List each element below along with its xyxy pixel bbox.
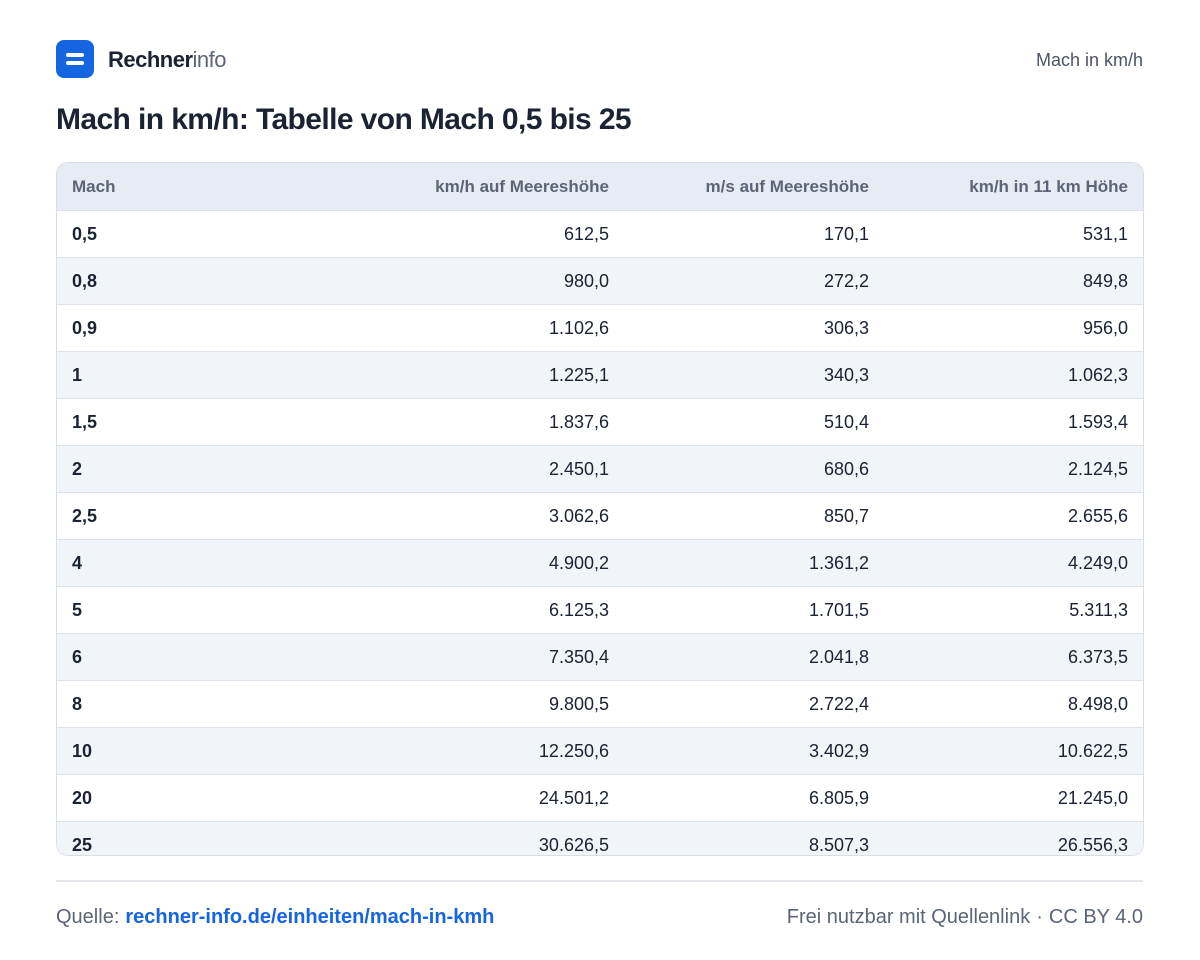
table-header-row: Mach km/h auf Meereshöhe m/s auf Meeresh…	[57, 163, 1143, 211]
cell-ms-sea-level: 850,7	[624, 492, 884, 540]
brand-name-strong: Rechner	[108, 47, 193, 72]
cell-mach: 0,9	[57, 304, 315, 352]
cell-kmh-11km: 5.311,3	[884, 586, 1143, 634]
cell-kmh-11km: 10.622,5	[884, 727, 1143, 775]
column-header-ms-sea-level: m/s auf Meereshöhe	[624, 163, 884, 211]
cell-ms-sea-level: 6.805,9	[624, 774, 884, 822]
table-row: 1 1.225,1 340,3 1.062,3	[57, 351, 1143, 399]
cell-kmh-11km: 4.249,0	[884, 539, 1143, 587]
cell-kmh-sea-level: 7.350,4	[315, 633, 624, 681]
source-line: Quelle: rechner-info.de/einheiten/mach-in…	[56, 906, 494, 929]
cell-mach: 6	[57, 633, 315, 681]
cell-ms-sea-level: 1.361,2	[624, 539, 884, 587]
logo-icon[interactable]	[56, 40, 94, 78]
table-row: 0,8 980,0 272,2 849,8	[57, 257, 1143, 305]
column-header-mach: Mach	[57, 163, 315, 211]
cell-kmh-sea-level: 12.250,6	[315, 727, 624, 775]
usage-note: Frei nutzbar mit Quellenlink	[786, 906, 1031, 928]
page-title: Mach in km/h: Tabelle von Mach 0,5 bis 2…	[56, 103, 632, 136]
cell-ms-sea-level: 3.402,9	[624, 727, 884, 775]
cell-kmh-11km: 6.373,5	[884, 633, 1143, 681]
cell-ms-sea-level: 2.041,8	[624, 633, 884, 681]
cell-ms-sea-level: 1.701,5	[624, 586, 884, 634]
footer-divider	[56, 880, 1143, 882]
cell-mach: 2	[57, 445, 315, 493]
source-link[interactable]: rechner-info.de/einheiten/mach-in-kmh	[125, 906, 495, 928]
cell-ms-sea-level: 680,6	[624, 445, 884, 493]
table-row: 0,9 1.102,6 306,3 956,0	[57, 304, 1143, 352]
cell-mach: 1,5	[57, 398, 315, 446]
cell-kmh-sea-level: 2.450,1	[315, 445, 624, 493]
header-topic-label: Mach in km/h	[1035, 50, 1143, 70]
cell-mach: 0,5	[57, 210, 315, 258]
cell-kmh-sea-level: 1.837,6	[315, 398, 624, 446]
table-row: 10 12.250,6 3.402,9 10.622,5	[57, 727, 1143, 775]
cell-kmh-11km: 2.655,6	[884, 492, 1143, 540]
license-label: CC BY 4.0	[1048, 906, 1143, 928]
cell-mach: 5	[57, 586, 315, 634]
table-row: 2,5 3.062,6 850,7 2.655,6	[57, 492, 1143, 540]
source-label: Quelle:	[56, 906, 120, 928]
cell-mach: 2,5	[57, 492, 315, 540]
cell-mach: 8	[57, 680, 315, 728]
cell-kmh-sea-level: 980,0	[315, 257, 624, 305]
table-row: 5 6.125,3 1.701,5 5.311,3	[57, 586, 1143, 634]
cell-mach: 10	[57, 727, 315, 775]
cell-mach: 0,8	[57, 257, 315, 305]
cell-ms-sea-level: 170,1	[624, 210, 884, 258]
cell-kmh-sea-level: 4.900,2	[315, 539, 624, 587]
cell-ms-sea-level: 510,4	[624, 398, 884, 446]
cell-kmh-11km: 1.593,4	[884, 398, 1143, 446]
cell-mach: 4	[57, 539, 315, 587]
cell-ms-sea-level: 306,3	[624, 304, 884, 352]
cell-kmh-11km: 21.245,0	[884, 774, 1143, 822]
cell-ms-sea-level: 2.722,4	[624, 680, 884, 728]
table-row: 0,5 612,5 170,1 531,1	[57, 210, 1143, 258]
cell-kmh-11km: 849,8	[884, 257, 1143, 305]
column-header-kmh-sea-level: km/h auf Meereshöhe	[315, 163, 624, 211]
column-header-kmh-11km: km/h in 11 km Höhe	[884, 163, 1143, 211]
cell-mach: 20	[57, 774, 315, 822]
table-row: 6 7.350,4 2.041,8 6.373,5	[57, 633, 1143, 681]
cell-kmh-sea-level: 1.102,6	[315, 304, 624, 352]
cell-kmh-sea-level: 30.626,5	[315, 821, 624, 855]
cell-kmh-sea-level: 3.062,6	[315, 492, 624, 540]
license-line: Frei nutzbar mit Quellenlink · CC BY 4.0	[787, 906, 1143, 929]
cell-kmh-sea-level: 612,5	[315, 210, 624, 258]
site-header: Rechnerinfo Mach in km/h	[56, 40, 1143, 78]
table-row: 4 4.900,2 1.361,2 4.249,0	[57, 539, 1143, 587]
brand-name[interactable]: Rechnerinfo	[108, 47, 227, 73]
cell-ms-sea-level: 272,2	[624, 257, 884, 305]
cell-mach: 1	[57, 351, 315, 399]
cell-kmh-sea-level: 6.125,3	[315, 586, 624, 634]
cell-kmh-11km: 26.556,3	[884, 821, 1143, 855]
table-row: 25 30.626,5 8.507,3 26.556,3	[57, 821, 1143, 855]
table-row: 8 9.800,5 2.722,4 8.498,0	[57, 680, 1143, 728]
cell-kmh-11km: 1.062,3	[884, 351, 1143, 399]
cell-kmh-sea-level: 1.225,1	[315, 351, 624, 399]
cell-ms-sea-level: 8.507,3	[624, 821, 884, 855]
cell-kmh-11km: 531,1	[884, 210, 1143, 258]
table-row: 2 2.450,1 680,6 2.124,5	[57, 445, 1143, 493]
brand-name-light: info	[192, 47, 227, 72]
table-row: 1,5 1.837,6 510,4 1.593,4	[57, 398, 1143, 446]
conversion-table: Mach km/h auf Meereshöhe m/s auf Meeresh…	[56, 162, 1144, 856]
separator-dot: ·	[1036, 906, 1043, 928]
cell-kmh-11km: 956,0	[884, 304, 1143, 352]
cell-mach: 25	[57, 821, 315, 855]
cell-kmh-sea-level: 24.501,2	[315, 774, 624, 822]
cell-kmh-sea-level: 9.800,5	[315, 680, 624, 728]
cell-kmh-11km: 2.124,5	[884, 445, 1143, 493]
cell-kmh-11km: 8.498,0	[884, 680, 1143, 728]
cell-ms-sea-level: 340,3	[624, 351, 884, 399]
table-row: 20 24.501,2 6.805,9 21.245,0	[57, 774, 1143, 822]
